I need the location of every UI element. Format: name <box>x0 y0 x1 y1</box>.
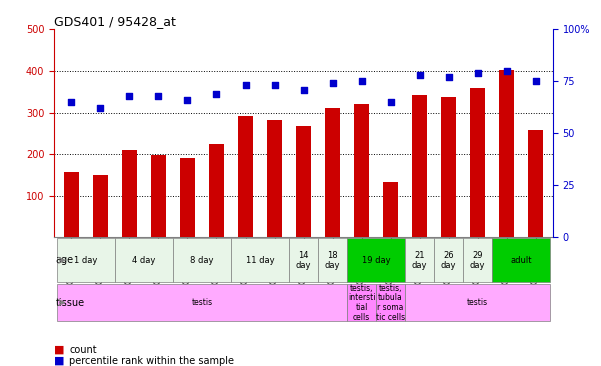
FancyBboxPatch shape <box>347 238 405 282</box>
Bar <box>441 97 456 238</box>
Text: testis,
intersti
tial
cells: testis, intersti tial cells <box>348 284 375 322</box>
FancyBboxPatch shape <box>57 238 115 282</box>
Point <box>96 105 105 111</box>
Bar <box>64 172 79 238</box>
FancyBboxPatch shape <box>115 238 173 282</box>
Point <box>240 83 250 89</box>
Text: 14
day: 14 day <box>296 251 311 270</box>
Point <box>502 68 511 74</box>
Text: 8 day: 8 day <box>191 256 214 265</box>
FancyBboxPatch shape <box>318 238 347 282</box>
Point <box>328 81 337 86</box>
Bar <box>499 70 514 238</box>
Text: 26
day: 26 day <box>441 251 456 270</box>
FancyBboxPatch shape <box>57 284 347 321</box>
Point <box>124 93 134 99</box>
Text: adult: adult <box>510 256 532 265</box>
Text: 1 day: 1 day <box>75 256 98 265</box>
Point <box>154 93 163 99</box>
FancyBboxPatch shape <box>376 284 405 321</box>
Bar <box>296 126 311 238</box>
FancyBboxPatch shape <box>492 238 550 282</box>
Point <box>473 70 483 76</box>
Point <box>183 97 192 103</box>
Bar <box>325 108 340 238</box>
Bar <box>383 182 398 238</box>
FancyBboxPatch shape <box>405 238 434 282</box>
Text: testis: testis <box>192 298 213 307</box>
Bar <box>238 116 253 238</box>
Bar <box>528 130 543 238</box>
Point <box>444 74 453 80</box>
Bar <box>122 150 137 238</box>
Bar <box>151 156 166 238</box>
Point <box>67 99 76 105</box>
Text: testis,
tubula
r soma
tic cells: testis, tubula r soma tic cells <box>376 284 405 322</box>
Point <box>270 83 279 89</box>
FancyBboxPatch shape <box>289 238 318 282</box>
Text: 21
day: 21 day <box>412 251 427 270</box>
Bar <box>267 120 282 238</box>
Point <box>531 78 540 84</box>
Text: 4 day: 4 day <box>132 256 156 265</box>
Bar <box>180 157 195 238</box>
Text: count: count <box>69 344 97 355</box>
Point <box>299 87 308 93</box>
Text: testis: testis <box>467 298 488 307</box>
Point <box>415 72 424 78</box>
Text: ■: ■ <box>54 344 64 355</box>
FancyBboxPatch shape <box>434 238 463 282</box>
FancyBboxPatch shape <box>347 284 376 321</box>
Bar <box>470 89 485 238</box>
Text: age: age <box>55 255 74 265</box>
Bar <box>93 175 108 238</box>
Text: 19 day: 19 day <box>362 256 390 265</box>
Point <box>357 78 367 84</box>
Bar <box>354 104 369 238</box>
FancyBboxPatch shape <box>173 238 231 282</box>
FancyBboxPatch shape <box>405 284 550 321</box>
Text: GDS401 / 95428_at: GDS401 / 95428_at <box>54 15 176 28</box>
Point <box>386 99 395 105</box>
Text: 11 day: 11 day <box>246 256 274 265</box>
Text: 18
day: 18 day <box>325 251 340 270</box>
Text: percentile rank within the sample: percentile rank within the sample <box>69 355 234 366</box>
Text: tissue: tissue <box>55 298 85 307</box>
Point <box>212 91 221 97</box>
Bar <box>209 144 224 238</box>
FancyBboxPatch shape <box>463 238 492 282</box>
Text: ■: ■ <box>54 355 64 366</box>
FancyBboxPatch shape <box>231 238 289 282</box>
Text: 29
day: 29 day <box>470 251 485 270</box>
Bar <box>412 95 427 238</box>
